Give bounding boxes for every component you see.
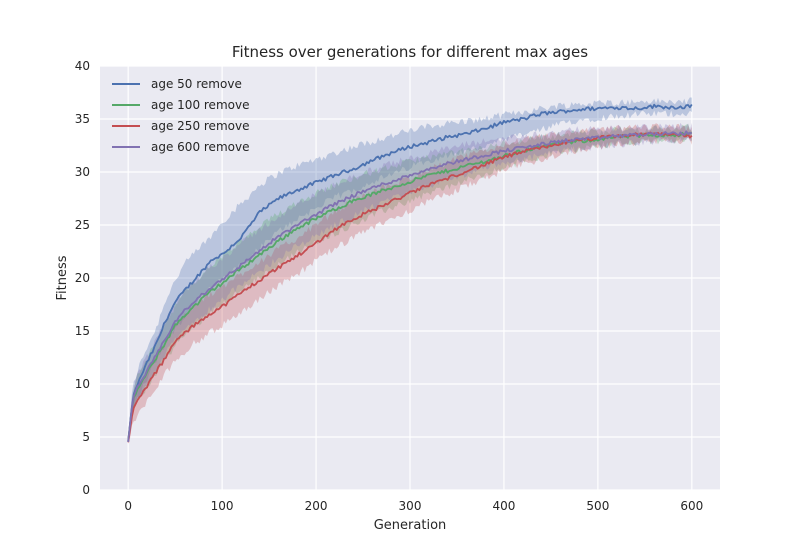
confidence-band (128, 122, 692, 443)
y-tick-label: 20 (75, 271, 90, 285)
y-tick-labels: 0 5 10 15 20 25 30 35 40 (75, 59, 90, 497)
x-tick-label: 0 (124, 499, 132, 513)
x-tick-label: 100 (211, 499, 234, 513)
confidence-bands (128, 97, 692, 444)
confidence-band (128, 97, 692, 443)
confidence-band (128, 124, 692, 443)
legend-entry: age 100 remove (151, 98, 249, 112)
x-tick-label: 500 (586, 499, 609, 513)
y-tick-label: 40 (75, 59, 90, 73)
grid-lines (100, 65, 720, 491)
y-tick-label: 35 (75, 112, 90, 126)
confidence-band (128, 123, 692, 444)
y-tick-label: 5 (82, 430, 90, 444)
legend-entry: age 250 remove (151, 119, 249, 133)
y-tick-label: 25 (75, 218, 90, 232)
y-tick-label: 30 (75, 165, 90, 179)
x-tick-label: 200 (305, 499, 328, 513)
y-tick-label: 0 (82, 483, 90, 497)
chart-title: Fitness over generations for different m… (232, 43, 588, 61)
legend-entry: age 600 remove (151, 140, 249, 154)
x-tick-label: 300 (399, 499, 422, 513)
x-axis-label: Generation (374, 518, 447, 533)
y-tick-label: 15 (75, 324, 90, 338)
legend: age 50 remove age 100 remove age 250 remov… (112, 77, 249, 154)
series-line (127, 131, 693, 442)
y-tick-label: 10 (75, 377, 90, 391)
x-tick-labels: 0 100 200 300 400 500 600 (124, 499, 703, 513)
x-tick-label: 400 (492, 499, 515, 513)
series-line (127, 130, 693, 443)
x-tick-label: 600 (680, 499, 703, 513)
series-lines (127, 103, 693, 443)
series-line (127, 103, 693, 441)
legend-entry: age 50 remove (151, 77, 242, 91)
y-axis-label: Fitness (55, 255, 70, 300)
